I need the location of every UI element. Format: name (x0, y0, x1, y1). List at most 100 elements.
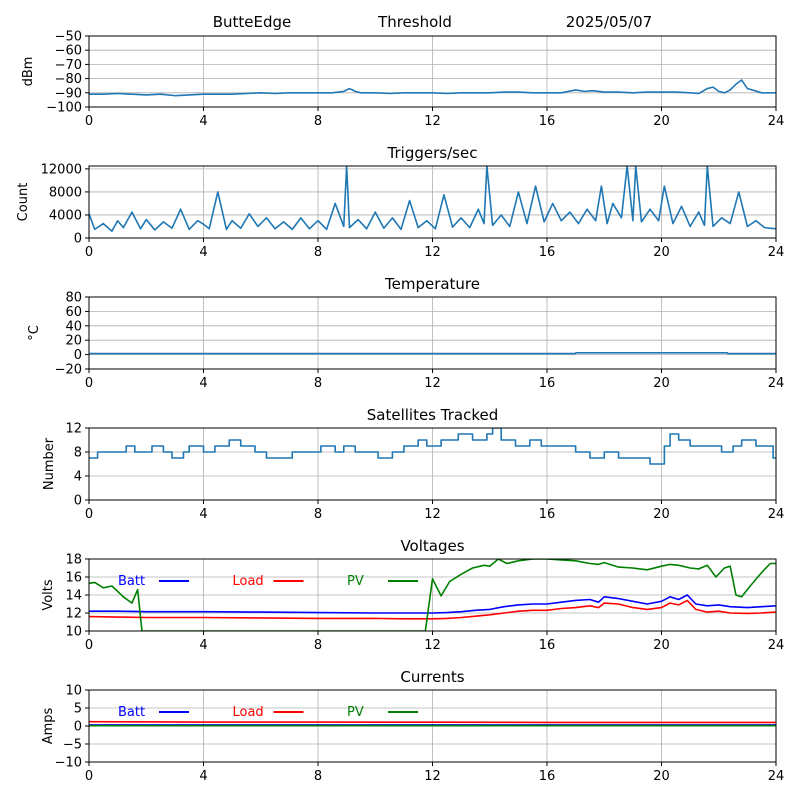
y-tick-label: 14 (65, 589, 82, 604)
y-tick-label: 0 (74, 494, 82, 509)
panel-title: Triggers/sec (387, 144, 478, 162)
x-tick-label: 4 (199, 245, 207, 260)
x-tick-label: 4 (199, 638, 207, 653)
x-tick-label: 16 (539, 769, 556, 784)
y-tick-label: 10 (65, 625, 82, 640)
legend-label-pv: PV (347, 574, 364, 589)
y-tick-label: 60 (65, 305, 82, 320)
y-tick-label: −80 (55, 72, 82, 87)
x-tick-label: 8 (314, 114, 322, 129)
y-axis-label: dBm (21, 57, 36, 87)
y-tick-label: 0 (74, 348, 82, 363)
x-tick-label: 12 (424, 638, 441, 653)
x-tick-label: 20 (653, 376, 670, 391)
legend-label-load: Load (233, 705, 264, 720)
panel-voltages: 0 4 8 12 16 20 24 10 12 14 16 18 Voltages Volts Batt Lo… (41, 537, 784, 653)
panel-triggers: 0 4 8 12 16 20 24 0 4000 8000 12000 Triggers/sec Cou… (16, 144, 784, 260)
y-axis-label: Volts (41, 579, 56, 611)
header-date: 2025/05/07 (566, 13, 652, 31)
x-tick-label: 0 (85, 376, 93, 391)
x-tick-label: 16 (539, 245, 556, 260)
y-tick-label: −100 (46, 101, 82, 116)
y-tick-label: 10 (65, 684, 82, 699)
panel-title: Temperature (384, 275, 480, 293)
series-line-load (89, 599, 776, 620)
x-tick-label: 0 (85, 114, 93, 129)
x-tick-label: 8 (314, 507, 322, 522)
x-tick-label: 20 (653, 245, 670, 260)
header-station: ButteEdge (213, 13, 292, 31)
y-tick-label: 4 (74, 470, 82, 485)
panel-currents: 0 4 8 12 16 20 24 −10 −5 0 5 10 Currents Amps Batt Load… (41, 668, 784, 784)
y-tick-label: −10 (55, 756, 82, 771)
x-tick-label: 20 (653, 638, 670, 653)
x-tick-label: 20 (653, 769, 670, 784)
y-tick-label: 40 (65, 319, 82, 334)
y-tick-label: −90 (55, 86, 82, 101)
x-tick-label: 0 (85, 638, 93, 653)
y-tick-label: −50 (55, 30, 82, 45)
y-axis-label: Number (42, 437, 57, 490)
y-tick-label: 5 (74, 702, 82, 717)
y-tick-label: 18 (65, 553, 82, 568)
y-tick-label: −70 (55, 58, 82, 73)
x-tick-label: 16 (539, 376, 556, 391)
x-tick-label: 24 (768, 507, 785, 522)
y-tick-label: −20 (55, 363, 82, 378)
x-tick-label: 12 (424, 769, 441, 784)
series-line-data (89, 79, 776, 97)
y-tick-label: −5 (63, 738, 82, 753)
x-tick-label: 4 (199, 114, 207, 129)
y-tick-label: 0 (74, 232, 82, 247)
x-tick-label: 24 (768, 376, 785, 391)
x-tick-label: 16 (539, 114, 556, 129)
y-tick-label: 80 (65, 291, 82, 306)
panel-title: Voltages (400, 537, 464, 555)
y-tick-label: −60 (55, 44, 82, 59)
legend-label-pv: PV (347, 705, 364, 720)
y-tick-label: 8000 (49, 185, 82, 200)
y-tick-label: 0 (74, 720, 82, 735)
y-tick-label: 20 (65, 334, 82, 349)
series-line-data (89, 352, 776, 355)
x-tick-label: 24 (768, 245, 785, 260)
y-axis-label: Amps (41, 707, 56, 744)
x-tick-label: 12 (424, 376, 441, 391)
y-axis-label: °C (27, 325, 42, 341)
x-tick-label: 4 (199, 376, 207, 391)
panel-threshold: 0 4 8 12 16 20 24 −100−90−80−70−60−50 dBm (21, 30, 784, 130)
x-tick-label: 8 (314, 376, 322, 391)
x-tick-label: 20 (653, 507, 670, 522)
y-axis-label: Count (16, 183, 31, 222)
panel-title: Satellites Tracked (367, 406, 498, 424)
header-mode: Threshold (377, 13, 452, 31)
legend-label-batt: Batt (118, 574, 145, 589)
x-tick-label: 24 (768, 769, 785, 784)
x-tick-label: 24 (768, 114, 785, 129)
x-tick-label: 0 (85, 769, 93, 784)
x-tick-label: 16 (539, 638, 556, 653)
series-line-data (89, 166, 776, 232)
series-line-load (89, 720, 776, 724)
x-tick-label: 0 (85, 507, 93, 522)
x-tick-label: 4 (199, 507, 207, 522)
y-tick-label: 12 (65, 422, 82, 437)
x-tick-label: 4 (199, 769, 207, 784)
y-tick-label: 8 (74, 446, 82, 461)
x-tick-label: 12 (424, 507, 441, 522)
x-tick-label: 12 (424, 245, 441, 260)
x-tick-label: 8 (314, 245, 322, 260)
legend-label-batt: Batt (118, 705, 145, 720)
y-tick-label: 16 (65, 571, 82, 586)
x-tick-label: 8 (314, 638, 322, 653)
panel-title: Currents (400, 668, 464, 686)
legend-label-load: Load (233, 574, 264, 589)
x-tick-label: 0 (85, 245, 93, 260)
x-tick-label: 8 (314, 769, 322, 784)
x-tick-label: 24 (768, 638, 785, 653)
y-tick-label: 4000 (49, 208, 82, 223)
series-line-pv (89, 559, 776, 631)
panel-satellites: 0 4 8 12 16 20 24 0 4 8 12 Satellites Tracked Number (42, 406, 784, 522)
